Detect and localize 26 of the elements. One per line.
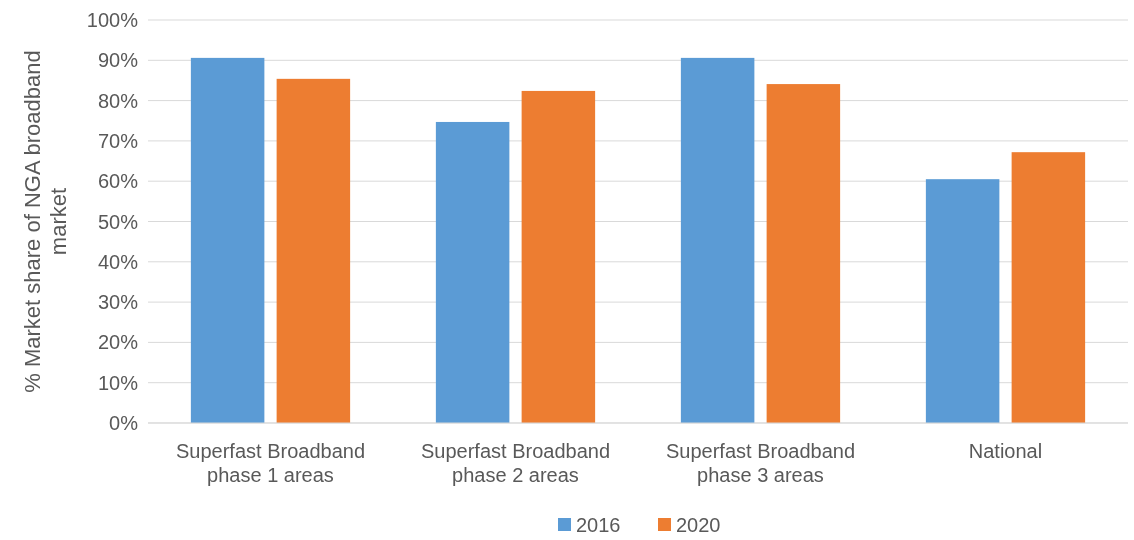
x-tick-label: Superfast Broadband phase 2 areas: [420, 440, 611, 486]
bar: [521, 90, 596, 423]
x-tick-label: National: [968, 440, 1043, 462]
x-tick-label: Superfast Broadband phase 1 areas: [175, 440, 366, 486]
legend-label: 2020: [676, 514, 721, 536]
bar: [435, 121, 510, 423]
y-tick-label: 90%: [97, 49, 139, 72]
y-tick-label: 50%: [97, 210, 139, 233]
y-axis-title: % Market share of NGA broadband market: [20, 50, 71, 393]
x-tick-label: Superfast Broadband phase 3 areas: [665, 440, 856, 486]
bar: [680, 57, 755, 423]
bar: [276, 78, 351, 423]
y-tick-label: 0%: [109, 412, 139, 434]
y-tick-label: 100%: [86, 9, 139, 31]
y-tick-label: 10%: [97, 371, 139, 394]
bar: [925, 179, 1000, 423]
bar: [1011, 152, 1086, 423]
y-tick-label: 70%: [97, 129, 139, 152]
y-tick-label: 30%: [97, 291, 139, 314]
y-tick-label: 60%: [97, 170, 139, 193]
y-tick-label: 40%: [97, 250, 139, 273]
bar: [190, 57, 265, 423]
bar: [766, 84, 841, 423]
legend-label: 2016: [576, 514, 621, 536]
y-tick-label: 20%: [97, 331, 139, 354]
y-tick-label: 80%: [97, 89, 139, 112]
